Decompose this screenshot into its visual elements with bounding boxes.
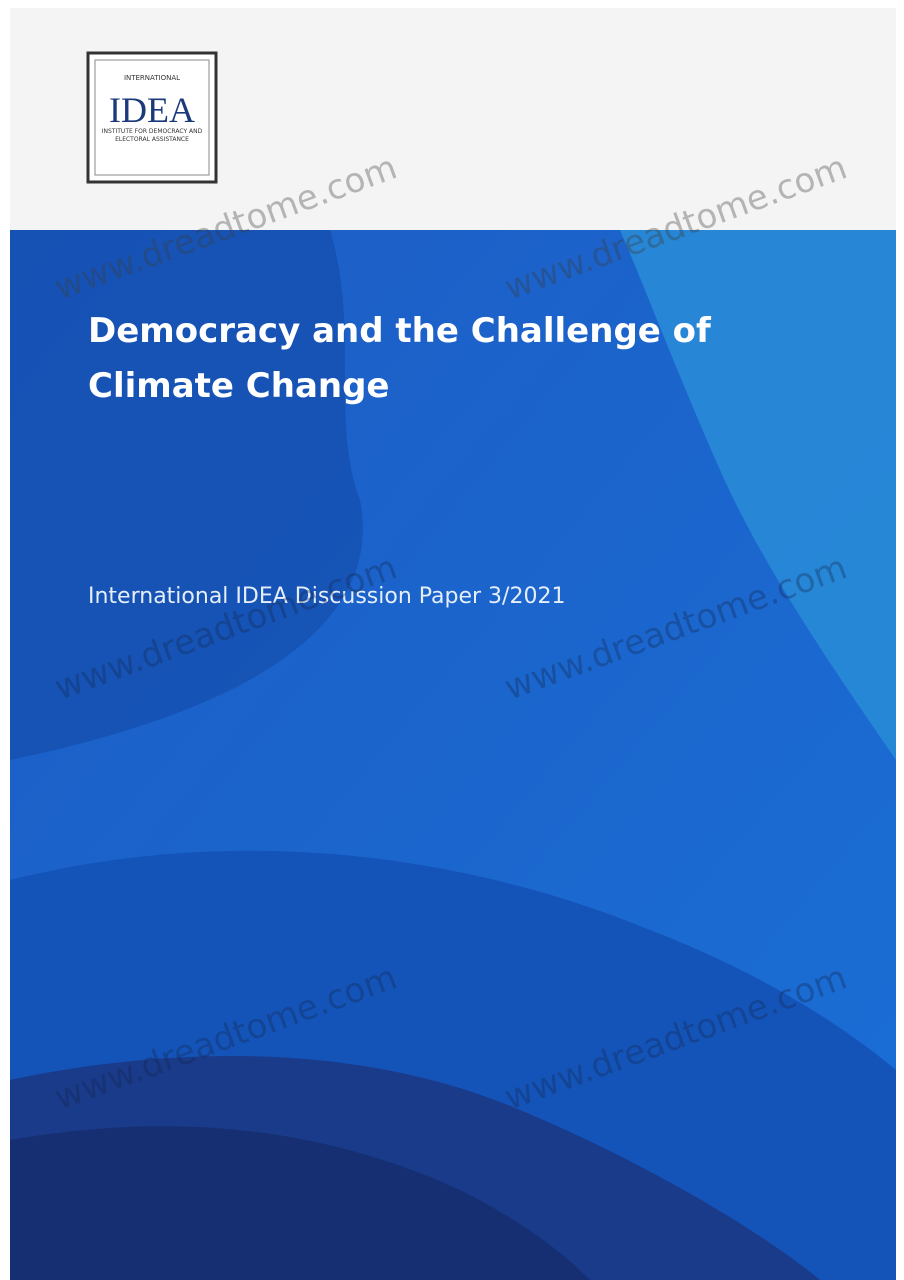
logo: INTERNATIONAL IDEA INSTITUTE FOR DEMOCRA…: [88, 53, 216, 182]
title-line: Democracy and the Challenge of: [88, 311, 712, 351]
logo-top: INTERNATIONAL: [124, 74, 180, 82]
page: INTERNATIONAL IDEA INSTITUTE FOR DEMOCRA…: [0, 0, 904, 1280]
cover: INTERNATIONAL IDEA INSTITUTE FOR DEMOCRA…: [0, 0, 904, 1280]
logo-name: IDEA: [109, 90, 195, 130]
logo-bottom: INSTITUTE FOR DEMOCRACY AND ELECTORAL AS…: [100, 128, 204, 144]
title-line: Climate Change: [88, 366, 389, 406]
logo-bottom-wrap: INSTITUTE FOR DEMOCRACY AND ELECTORAL AS…: [100, 128, 204, 168]
